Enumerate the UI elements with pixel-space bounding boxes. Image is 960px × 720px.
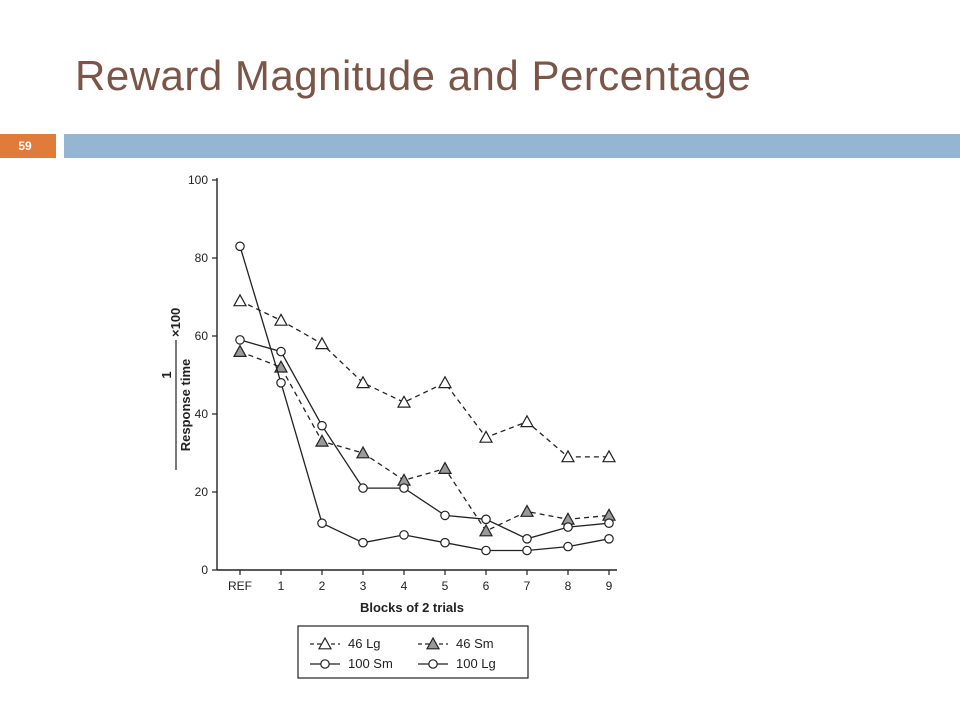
data-point-100-sm xyxy=(399,483,409,493)
data-point-46-lg xyxy=(601,449,617,463)
data-point-46-lg xyxy=(314,336,330,350)
slide-number: 59 xyxy=(18,139,32,153)
y-axis-label: 1 Response time ×100 xyxy=(159,308,193,470)
data-point-46-lg xyxy=(478,430,494,443)
data-point-46-sm xyxy=(314,434,330,447)
y-axis-label-numerator: 1 xyxy=(159,371,174,378)
x-tick-label: 2 xyxy=(319,579,326,593)
chart-legend: 46 Lg 46 Sm 100 Sm 100 Lg xyxy=(297,625,529,679)
data-point-100-lg xyxy=(276,377,286,388)
data-point-46-sm xyxy=(273,359,289,373)
data-point-100-lg xyxy=(358,537,368,548)
y-tick-label: 40 xyxy=(195,407,209,421)
data-point-100-sm xyxy=(276,346,286,357)
legend-marker xyxy=(428,659,438,669)
accent-bar xyxy=(64,134,960,158)
legend-frame xyxy=(297,625,529,679)
y-axis-label-factor: ×100 xyxy=(168,308,183,337)
x-axis-label: Blocks of 2 trials xyxy=(360,600,464,615)
y-tick-label: 60 xyxy=(195,329,209,343)
y-tick-label: 80 xyxy=(195,251,209,265)
data-point-46-sm xyxy=(437,461,453,474)
series-100-sm xyxy=(235,335,614,544)
x-tick-label: 4 xyxy=(401,579,408,593)
data-point-100-sm xyxy=(235,335,245,345)
data-point-100-lg xyxy=(563,541,573,552)
series-line-100-lg xyxy=(239,246,610,552)
data-point-100-sm xyxy=(440,510,450,521)
data-point-100-sm xyxy=(481,514,491,525)
series-46-lg xyxy=(232,293,617,463)
data-point-100-lg xyxy=(522,545,532,556)
legend-item-100-sm: 100 Sm xyxy=(310,656,393,671)
chart-axes: 0 20 40 60 80 100 REF 1 2 3 4 5 6 7 8 9 xyxy=(188,173,617,593)
data-point-46-lg xyxy=(437,375,453,389)
data-point-46-sm xyxy=(478,523,494,537)
legend-item-100-lg: 100 Lg xyxy=(418,656,496,671)
legend-marker xyxy=(425,636,441,650)
legend-marker xyxy=(320,659,330,669)
legend-label: 100 Lg xyxy=(456,656,496,671)
y-axis-label-denominator: Response time xyxy=(178,359,193,451)
data-point-100-sm xyxy=(317,420,327,431)
x-tick-label: 8 xyxy=(565,579,572,593)
data-point-46-sm xyxy=(519,504,535,517)
data-point-100-lg xyxy=(481,545,491,556)
data-point-100-lg xyxy=(235,241,245,252)
legend-item-46-sm: 46 Sm xyxy=(418,636,494,651)
x-tick-label: 7 xyxy=(524,579,531,593)
y-tick-label: 20 xyxy=(195,485,209,499)
data-point-46-lg xyxy=(519,414,535,428)
x-tick-label: 6 xyxy=(483,579,490,593)
data-point-100-sm xyxy=(563,522,573,532)
data-point-46-lg xyxy=(560,449,576,463)
data-point-100-sm xyxy=(604,518,614,528)
series-line-46-lg xyxy=(239,300,609,458)
x-tick-label: REF xyxy=(228,579,252,593)
data-point-100-lg xyxy=(399,530,409,540)
series-46-sm xyxy=(232,344,617,537)
series-line-100-sm xyxy=(239,339,610,540)
data-point-100-sm xyxy=(522,533,532,544)
legend-label: 100 Sm xyxy=(348,656,393,671)
x-tick-label: 3 xyxy=(360,579,367,593)
legend-label: 46 Sm xyxy=(456,636,494,651)
data-point-100-sm xyxy=(358,483,368,493)
x-tick-label: 5 xyxy=(442,579,449,593)
chart-series xyxy=(232,241,617,556)
data-point-46-sm xyxy=(232,344,248,357)
x-tick-label: 9 xyxy=(606,579,613,593)
data-point-46-lg xyxy=(273,313,289,326)
legend-label: 46 Lg xyxy=(348,636,381,651)
slide-number-badge: 59 xyxy=(0,134,56,158)
y-tick-label: 0 xyxy=(201,563,208,577)
x-tick-label: 1 xyxy=(278,579,285,593)
legend-marker xyxy=(317,636,333,650)
data-point-46-lg xyxy=(355,375,371,389)
legend-item-46-lg: 46 Lg xyxy=(310,636,381,651)
data-point-100-lg xyxy=(604,533,614,544)
y-tick-label: 100 xyxy=(188,173,208,187)
data-point-46-lg xyxy=(232,293,248,307)
data-point-46-lg xyxy=(396,395,412,408)
slide-title: Reward Magnitude and Percentage xyxy=(75,52,752,99)
data-point-100-lg xyxy=(440,537,450,548)
data-point-46-sm xyxy=(355,445,371,459)
series-100-lg xyxy=(235,241,614,556)
data-point-100-lg xyxy=(317,518,327,528)
